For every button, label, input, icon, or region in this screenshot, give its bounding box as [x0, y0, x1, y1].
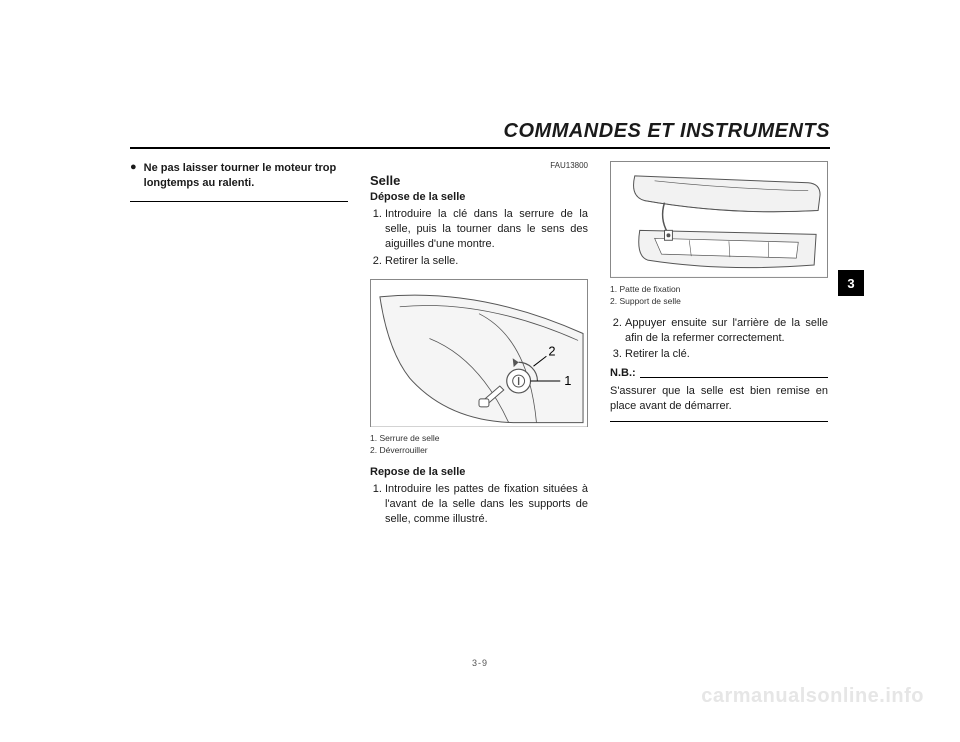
subtitle-repose: Repose de la selle — [370, 465, 588, 480]
repose-step-1: Introduire les pattes de fixation située… — [385, 482, 588, 527]
content-block: COMMANDES ET INSTRUMENTS ● Ne pas laisse… — [130, 120, 830, 528]
figure-seat-lock: 1 2 — [370, 279, 588, 428]
figure-seat-tab — [610, 161, 828, 278]
column-3: 1. Patte de fixation 2. Support de selle… — [610, 161, 828, 528]
repose-steps: Introduire les pattes de fixation située… — [370, 482, 588, 527]
subtitle-depose: Dépose de la selle — [370, 190, 588, 205]
figure2-caption-line1: 1. Patte de fixation — [610, 284, 828, 296]
column-2: FAU13800 Selle Dépose de la selle Introd… — [370, 161, 588, 528]
repose-steps-cont: Appuyer ensuite sur l'arrière de la sell… — [610, 316, 828, 363]
figure1-caption-line2: 2. Déverrouiller — [370, 445, 588, 457]
page-header-title: COMMANDES ET INSTRUMENTS — [130, 120, 830, 149]
figure1-caption-line1: 1. Serrure de selle — [370, 433, 588, 445]
warning-bullet: ● Ne pas laisser tourner le moteur trop … — [130, 161, 348, 202]
note-header-row: N.B.: — [610, 366, 828, 381]
note-body: S'assurer que la selle est bien remise e… — [610, 384, 828, 422]
column-1: ● Ne pas laisser tourner le moteur trop … — [130, 161, 348, 528]
figure1-label-2: 2 — [548, 343, 555, 358]
figure2-caption-line2: 2. Support de selle — [610, 296, 828, 308]
depose-step-2: Retirer la selle. — [385, 254, 588, 269]
seat-tab-illustration — [610, 161, 828, 278]
figure1-caption: 1. Serrure de selle 2. Déverrouiller — [370, 433, 588, 457]
note-header-rule — [640, 377, 828, 378]
note-label: N.B.: — [610, 366, 636, 381]
watermark-text: carmanualsonline.info — [701, 685, 924, 708]
manual-page: COMMANDES ET INSTRUMENTS ● Ne pas laisse… — [0, 0, 960, 742]
figure2-caption: 1. Patte de fixation 2. Support de selle — [610, 284, 828, 308]
repose-step-3: Retirer la clé. — [625, 347, 828, 362]
page-number: 3-9 — [0, 658, 960, 668]
bullet-icon: ● — [130, 161, 137, 191]
chapter-tab: 3 — [838, 270, 864, 296]
warning-text: Ne pas laisser tourner le moteur trop lo… — [144, 161, 348, 191]
section-title-selle: Selle — [370, 172, 588, 190]
depose-step-1: Introduire la clé dans la serrure de la … — [385, 207, 588, 252]
reference-code: FAU13800 — [370, 161, 588, 172]
seat-lock-illustration: 1 2 — [370, 279, 588, 428]
figure1-label-1: 1 — [564, 373, 571, 388]
columns-container: ● Ne pas laisser tourner le moteur trop … — [130, 161, 830, 528]
repose-step-2: Appuyer ensuite sur l'arrière de la sell… — [625, 316, 828, 346]
depose-steps: Introduire la clé dans la serrure de la … — [370, 207, 588, 268]
